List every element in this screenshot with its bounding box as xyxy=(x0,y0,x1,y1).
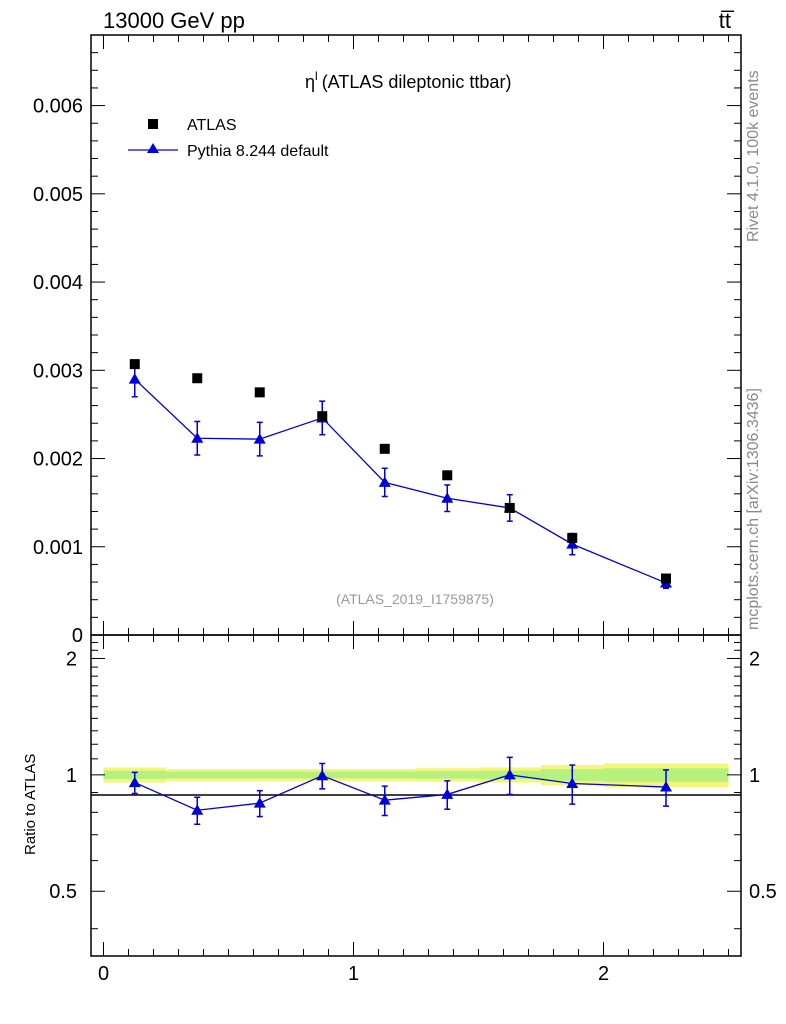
ratio-mc-series xyxy=(128,756,672,826)
x-tick-labels: 0 1 2 xyxy=(98,963,609,985)
ratio-y-tick-label-right: 1 xyxy=(749,765,760,787)
atlas-point xyxy=(317,411,328,422)
title-symbol: η xyxy=(305,72,315,92)
title-suffix: (ATLAS dileptonic ttbar) xyxy=(322,72,512,92)
ratio-pythia-point xyxy=(128,776,141,788)
ratio-y-tick-label: 0.5 xyxy=(49,881,77,903)
band-inner-segment xyxy=(353,771,416,779)
ratio-pythia-point xyxy=(503,768,516,780)
atlas-point xyxy=(129,359,140,370)
ratio-y-tick-label: 1 xyxy=(66,765,77,787)
main-y-tick-label: 0.004 xyxy=(33,272,83,294)
ratio-pythia-point xyxy=(441,788,454,799)
legend: ATLAS Pythia 8.244 default xyxy=(128,117,329,160)
ratio-pythia-point xyxy=(191,804,204,815)
band-inner-segment xyxy=(166,771,229,779)
process-label: tt̅ xyxy=(719,8,735,33)
ratio-y-tick-labels-right: 0.5 1 2 xyxy=(749,648,777,903)
x-tick-label: 0 xyxy=(98,963,109,985)
main-y-tick-label: 0 xyxy=(72,625,83,647)
legend-atlas-label: ATLAS xyxy=(187,117,237,134)
atlas-point xyxy=(504,502,515,513)
main-y-tick-label: 0.001 xyxy=(33,537,83,559)
ratio-pythia-point xyxy=(253,797,266,808)
title-superscript: l xyxy=(315,69,318,83)
atlas-point xyxy=(567,532,578,543)
legend-pythia-label: Pythia 8.244 default xyxy=(187,143,329,160)
ratio-y-tick-label: 2 xyxy=(66,648,77,670)
main-mc-series xyxy=(128,360,672,589)
ratio-y-tick-label-right: 0.5 xyxy=(749,881,777,903)
main-axis-ticks xyxy=(91,34,741,636)
analysis-watermark: (ATLAS_2019_I1759875) xyxy=(336,591,494,607)
ratio-y-tick-labels: 0.5 1 2 xyxy=(49,648,77,903)
pythia-point xyxy=(253,433,266,444)
main-y-tick-label: 0.003 xyxy=(33,360,83,382)
main-y-tick-label: 0.006 xyxy=(33,96,83,118)
legend-pythia-marker xyxy=(147,143,159,153)
legend-atlas-marker xyxy=(148,119,158,129)
main-y-tick-labels: 0 0.001 0.002 0.003 0.004 0.005 0.006 xyxy=(33,96,83,647)
main-data-series xyxy=(129,359,671,584)
pythia-point xyxy=(566,538,579,549)
rivet-version-label: Rivet 4.1.0, 100k events xyxy=(745,70,762,242)
x-tick-label: 2 xyxy=(598,963,609,985)
band-inner-segment xyxy=(228,771,291,779)
ratio-pythia-point xyxy=(566,777,579,788)
pythia-point xyxy=(128,373,141,384)
pythia-line xyxy=(134,378,667,584)
atlas-point xyxy=(661,573,671,584)
main-title: ηl (ATLAS dileptonic ttbar) xyxy=(305,69,511,92)
pythia-point xyxy=(441,492,454,503)
mcplots-reference-label: mcplots.cern.ch [arXiv:1306.3436] xyxy=(745,388,762,630)
x-tick-label: 1 xyxy=(348,963,359,985)
ratio-pythia-point xyxy=(378,794,391,805)
atlas-point xyxy=(442,470,453,481)
ratio-y-axis-label: Ratio to ATLAS xyxy=(22,753,39,855)
ratio-pythia-point xyxy=(316,769,329,781)
pythia-point xyxy=(378,476,391,487)
atlas-point xyxy=(192,373,203,384)
ratio-pythia-point xyxy=(660,781,672,792)
ratio-uncertainty-band xyxy=(103,763,729,788)
main-y-tick-label: 0.005 xyxy=(33,184,83,206)
band-inner-segment xyxy=(416,771,479,779)
main-y-tick-label: 0.002 xyxy=(33,449,83,471)
ratio-axis-ticks xyxy=(91,635,741,956)
atlas-point xyxy=(379,443,390,454)
ratio-y-tick-label-right: 2 xyxy=(749,648,760,670)
pythia-point xyxy=(191,432,204,443)
energy-label: 13000 GeV pp xyxy=(103,8,245,33)
atlas-point xyxy=(254,387,265,398)
